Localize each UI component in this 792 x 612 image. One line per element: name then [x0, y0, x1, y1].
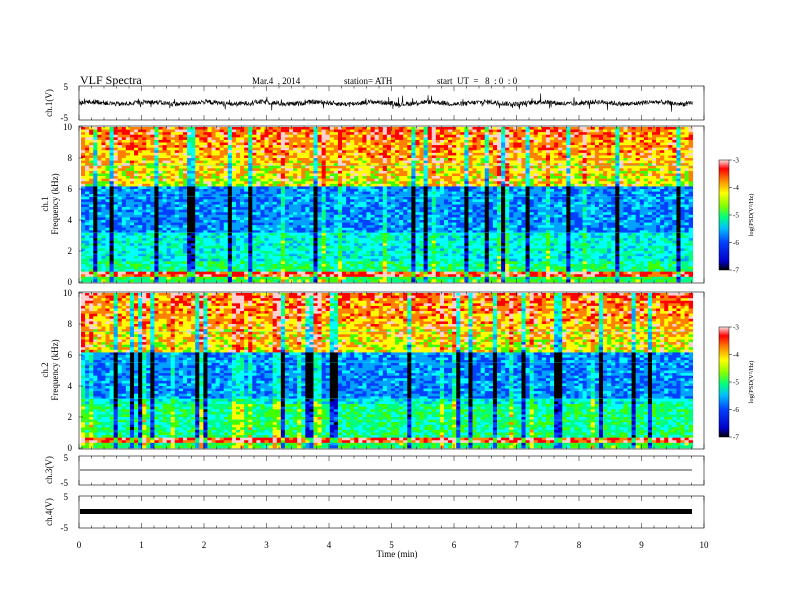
- freq-tick-label: 0: [68, 277, 73, 287]
- x-tick-label: 9: [639, 540, 644, 550]
- x-tick-label: 0: [77, 540, 82, 550]
- x-tick-label: 5: [389, 540, 394, 550]
- freq-tick-label: 4: [68, 215, 73, 225]
- freq-tick-label: 8: [68, 319, 73, 329]
- axis-ticks: [78, 86, 705, 528]
- colorbar-tick-label: -4: [733, 351, 739, 359]
- ch1-spectrogram-ylabel-channel: ch.1: [40, 196, 50, 211]
- freq-tick-label: 6: [68, 184, 73, 194]
- x-tick-label: 4: [327, 540, 332, 550]
- colorbar-tick-label: -6: [733, 239, 739, 247]
- ch1-colorbar-label: log(PSD(V²/Hz): [748, 194, 755, 237]
- header-start-ut: start UT = 8 : 0 : 0: [437, 76, 518, 86]
- ch1-waveform-line: [78, 93, 693, 112]
- ch1-ytick-bottom: -5: [61, 113, 69, 123]
- ch2-spectrogram-ylabel-channel: ch.2: [40, 362, 50, 377]
- freq-tick-label: 2: [68, 412, 73, 422]
- ch1-spectrogram-ylabel: Frequency (kHz): [50, 173, 60, 234]
- freq-tick-label: 8: [68, 153, 73, 163]
- ch4-waveform-ylabel: ch.4(V): [44, 498, 54, 526]
- x-axis-label: Time (min): [377, 549, 418, 559]
- x-tick-label: 6: [452, 540, 457, 550]
- x-tick-label: 8: [577, 540, 582, 550]
- ch2-spectrogram-cells: [81, 293, 694, 449]
- freq-tick-label: 6: [68, 350, 73, 360]
- colorbar-tick-label: -5: [733, 379, 739, 387]
- x-tick-label: 2: [202, 540, 207, 550]
- ch4-ytick-bottom: -5: [61, 523, 69, 533]
- colorbar-tick-label: -5: [733, 212, 739, 220]
- ch2-colorbar: [718, 326, 730, 438]
- header-station: station= ATH: [344, 76, 393, 86]
- ch2-colorbar-label: log(PSD(V²/Hz): [748, 361, 755, 404]
- ch4-ytick-top: 5: [64, 492, 69, 502]
- colorbar-tick-label: -4: [733, 184, 739, 192]
- x-tick-label: 3: [264, 540, 269, 550]
- freq-tick-label: 10: [63, 122, 73, 132]
- freq-tick-label: 10: [63, 288, 73, 298]
- x-tick-label: 10: [700, 540, 710, 550]
- chart-title: VLF Spectra: [80, 73, 142, 87]
- ch1-ytick-top: 5: [64, 82, 69, 92]
- freq-tick-label: 2: [68, 246, 73, 256]
- colorbar-tick-label: -7: [733, 267, 739, 275]
- freq-tick-label: 0: [68, 443, 73, 453]
- x-tick-label: 7: [514, 540, 519, 550]
- x-tick-label: 1: [139, 540, 144, 550]
- ch1-spectrogram-cells: [81, 127, 694, 283]
- ch3-ytick-bottom: -5: [61, 478, 69, 488]
- colorbar-tick-label: -7: [733, 434, 739, 442]
- freq-tick-label: 4: [68, 381, 73, 391]
- ch4-waveform-band: [80, 509, 692, 514]
- ch1-waveform-ylabel: ch.1(V): [44, 89, 54, 117]
- colorbar-tick-label: -6: [733, 406, 739, 414]
- colorbar-tick-label: -3: [733, 324, 739, 332]
- colorbar-tick-label: -3: [733, 157, 739, 165]
- header-date: Mar.4 , 2014: [252, 76, 301, 86]
- ch3-ytick-top: 5: [64, 453, 69, 463]
- ch3-waveform-ylabel: ch.3(V): [44, 456, 54, 484]
- ch1-colorbar: [718, 159, 730, 271]
- ch2-spectrogram-ylabel: Frequency (kHz): [50, 339, 60, 400]
